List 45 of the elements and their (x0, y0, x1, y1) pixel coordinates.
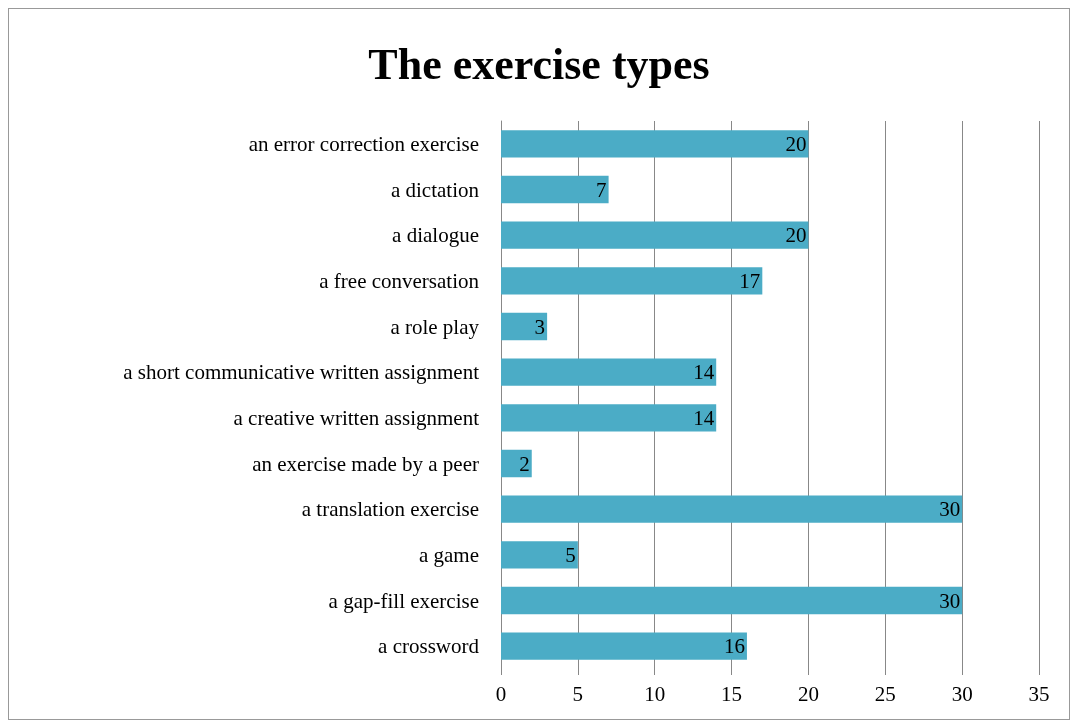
chart-title: The exercise types (368, 39, 710, 89)
bar (501, 495, 963, 523)
y-tick-label: a free conversation (319, 268, 480, 293)
bar (501, 175, 609, 204)
x-tick-label: 10 (644, 681, 666, 706)
bar (501, 358, 717, 386)
y-tick-label: a game (418, 542, 479, 567)
data-label: 3 (534, 314, 546, 339)
y-tick-label: a translation exercise (301, 497, 479, 522)
x-tick-label: 25 (874, 681, 896, 706)
y-tick-label: a creative written assignment (233, 405, 480, 430)
data-label: 7 (596, 177, 607, 202)
bar (501, 586, 963, 615)
y-tick-label: a gap-fill exercise (328, 588, 479, 613)
x-tick-label: 35 (1028, 681, 1050, 706)
y-tick-label: a short communicative written assignment (123, 360, 480, 385)
x-tick-label: 20 (797, 681, 819, 706)
data-label: 14 (693, 405, 715, 430)
data-label: 20 (785, 223, 807, 248)
data-label: 2 (519, 451, 530, 476)
data-label: 14 (693, 360, 715, 385)
data-label: 16 (723, 634, 745, 659)
y-tick-label: an error correction exercise (248, 131, 479, 156)
x-tick-label: 5 (572, 681, 584, 706)
y-tick-label: a dictation (390, 177, 480, 202)
bar (501, 221, 809, 249)
bar (501, 541, 578, 569)
x-tick-label: 30 (951, 681, 973, 706)
bar (501, 267, 763, 295)
x-tick-label: 0 (495, 681, 507, 706)
bar (501, 312, 548, 341)
data-label: 20 (785, 131, 807, 156)
y-tick-label: a crossword (378, 634, 480, 659)
x-tick-label: 15 (721, 681, 743, 706)
bar (501, 130, 809, 158)
y-tick-label: an exercise made by a peer (252, 451, 479, 476)
y-tick-label: a dialogue (392, 223, 479, 248)
data-label: 17 (739, 268, 761, 293)
data-label: 30 (939, 588, 961, 613)
bar (501, 632, 747, 660)
data-label: 5 (565, 542, 576, 567)
data-label: 30 (939, 497, 961, 522)
y-tick-label: a role play (390, 314, 480, 339)
bar (501, 404, 717, 432)
bar (501, 449, 532, 478)
